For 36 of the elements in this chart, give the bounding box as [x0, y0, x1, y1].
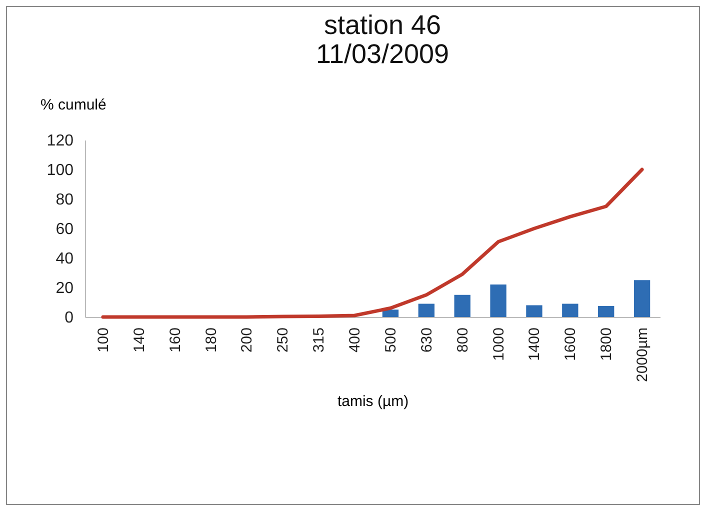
y-tick-label: 40 [56, 250, 74, 268]
bar [562, 304, 578, 317]
x-tick-label: 1000 [490, 328, 508, 361]
bar [634, 280, 650, 317]
y-tick-label: 100 [46, 162, 74, 179]
y-tick-label: 80 [56, 192, 74, 208]
y-axis-title: % cumulé [40, 96, 106, 114]
x-tick-label: 100 [94, 328, 112, 353]
x-tick-label: 800 [454, 328, 472, 353]
x-tick-label: 1400 [526, 328, 544, 361]
x-tick-label: 1600 [562, 328, 580, 361]
bar [418, 304, 434, 317]
text: station 46 [324, 10, 442, 40]
x-tick-label: 630 [418, 328, 436, 353]
x-axis-title: tamis (µm) [337, 393, 409, 410]
x-tick-label: 160 [166, 328, 184, 353]
bar [490, 284, 506, 317]
bar [454, 294, 470, 317]
y-tick-label: 20 [56, 280, 74, 297]
x-tick-label: 500 [382, 328, 400, 353]
y-tick-label: 0 [64, 310, 74, 326]
y-tick-label: 60 [56, 221, 74, 238]
bar [382, 310, 399, 317]
line-series [101, 168, 644, 319]
bar [526, 305, 542, 317]
bar [598, 306, 614, 317]
y-tick-label: 120 [46, 132, 74, 150]
text: 11/03/2009 [316, 39, 450, 69]
x-tick-label: 180 [202, 328, 220, 353]
x-tick-label: 400 [346, 328, 364, 353]
x-tick-label: 140 [130, 328, 148, 353]
x-tick-label: 250 [274, 328, 292, 353]
x-tick-label: 2000µm [634, 328, 652, 382]
x-tick-label: 1800 [598, 328, 616, 361]
x-tick-label: 315 [310, 328, 328, 353]
x-tick-label: 200 [238, 328, 256, 353]
